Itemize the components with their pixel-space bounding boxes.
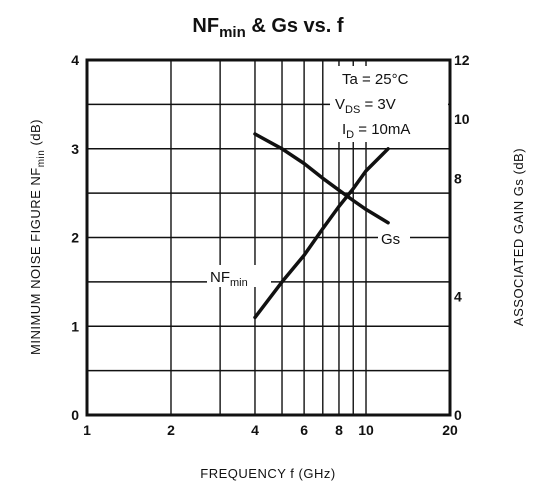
- x-tick-label-10: 10: [358, 422, 374, 438]
- right-tick-label-4: 4: [454, 289, 462, 305]
- series-label-nfmin: NFmin: [210, 269, 248, 289]
- x-tick-label-1: 1: [83, 422, 91, 438]
- conditions-box: Ta = 25°C VDS = 3V ID = 10mA: [330, 66, 448, 142]
- left-tick-label-3: 3: [71, 141, 79, 157]
- left-tick-label-4: 4: [71, 52, 79, 68]
- x-tick-label-6: 6: [300, 422, 308, 438]
- plot-frame: [85, 58, 452, 417]
- right-axis-ticks: 0 4 8 10 12: [454, 52, 470, 423]
- gs-label-background: [378, 229, 410, 249]
- series-lines: [253, 132, 390, 320]
- chart-title: NFmin & Gs vs. f: [192, 15, 343, 41]
- left-tick-label-1: 1: [71, 318, 79, 334]
- x-tick-label-8: 8: [335, 422, 343, 438]
- x-axis-label: FREQUENCY f (GHz): [200, 466, 335, 481]
- nf-label-background: [207, 265, 271, 287]
- right-tick-label-12: 12: [454, 52, 470, 68]
- condition-temperature: Ta = 25°C: [342, 71, 409, 88]
- gs-series-label-group: Gs: [378, 229, 410, 249]
- right-axis-label: ASSOCIATED GAIN Gs (dB): [511, 148, 526, 326]
- left-axis-label: MINIMUM NOISE FIGURE NFmin (dB): [28, 119, 47, 355]
- left-tick-label-0: 0: [71, 407, 79, 423]
- left-axis-ticks: 0 1 2 3 4: [71, 52, 79, 423]
- x-axis-ticks: 1 2 4 6 8 10 20: [83, 422, 458, 438]
- conditions-background: [330, 66, 448, 142]
- series-label-gs: Gs: [381, 231, 400, 248]
- condition-vds: VDS = 3V: [335, 96, 396, 116]
- right-tick-label-10: 10: [454, 111, 470, 127]
- x-tick-label-2: 2: [167, 422, 175, 438]
- right-tick-label-0: 0: [454, 407, 462, 423]
- condition-id: ID = 10mA: [342, 121, 410, 141]
- right-tick-label-8: 8: [454, 170, 462, 186]
- x-tick-label-20: 20: [442, 422, 458, 438]
- nf-series-label-group: NFmin: [207, 265, 271, 289]
- series-line-gs: [253, 132, 390, 225]
- series-line-nfmin: [253, 147, 390, 320]
- left-tick-label-2: 2: [71, 230, 79, 246]
- x-tick-label-4: 4: [251, 422, 259, 438]
